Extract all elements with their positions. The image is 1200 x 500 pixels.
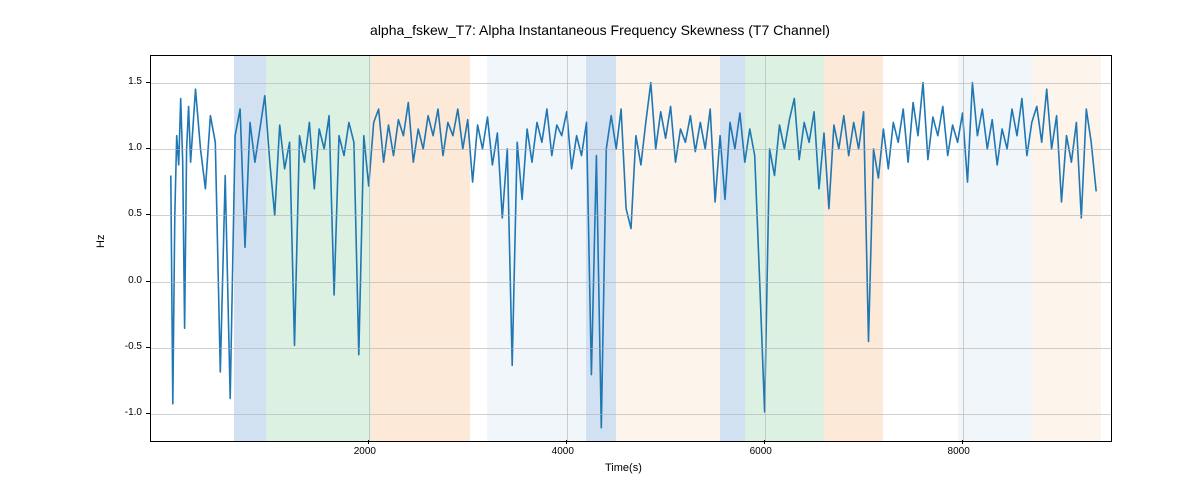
grid-line-horizontal [151, 414, 1111, 415]
y-tick-label: 0.0 [128, 275, 142, 286]
x-tick-label: 8000 [948, 446, 970, 457]
x-axis-label: Time(s) [605, 462, 642, 474]
grid-line-horizontal [151, 282, 1111, 283]
grid-line-horizontal [151, 83, 1111, 84]
plot-area [150, 55, 1112, 442]
grid-line-vertical [567, 56, 568, 441]
grid-line-horizontal [151, 215, 1111, 216]
grid-line-horizontal [151, 348, 1111, 349]
y-tick-label: -1.0 [125, 407, 142, 418]
x-tick-label: 4000 [552, 446, 574, 457]
grid-line-vertical [369, 56, 370, 441]
y-axis-label: Hz [95, 234, 107, 247]
y-tick-label: -0.5 [125, 341, 142, 352]
y-tick-label: 0.5 [128, 208, 142, 219]
grid-line-horizontal [151, 149, 1111, 150]
chart-container: alpha_fskew_T7: Alpha Instantaneous Freq… [0, 0, 1200, 500]
x-tick-label: 2000 [354, 446, 376, 457]
line-series [151, 56, 1111, 441]
y-tick-label: 1.0 [128, 142, 142, 153]
data-line [171, 83, 1096, 428]
chart-title: alpha_fskew_T7: Alpha Instantaneous Freq… [0, 22, 1200, 38]
grid-line-vertical [963, 56, 964, 441]
y-tick-label: 1.5 [128, 76, 142, 87]
x-tick-label: 6000 [750, 446, 772, 457]
grid-line-vertical [765, 56, 766, 441]
